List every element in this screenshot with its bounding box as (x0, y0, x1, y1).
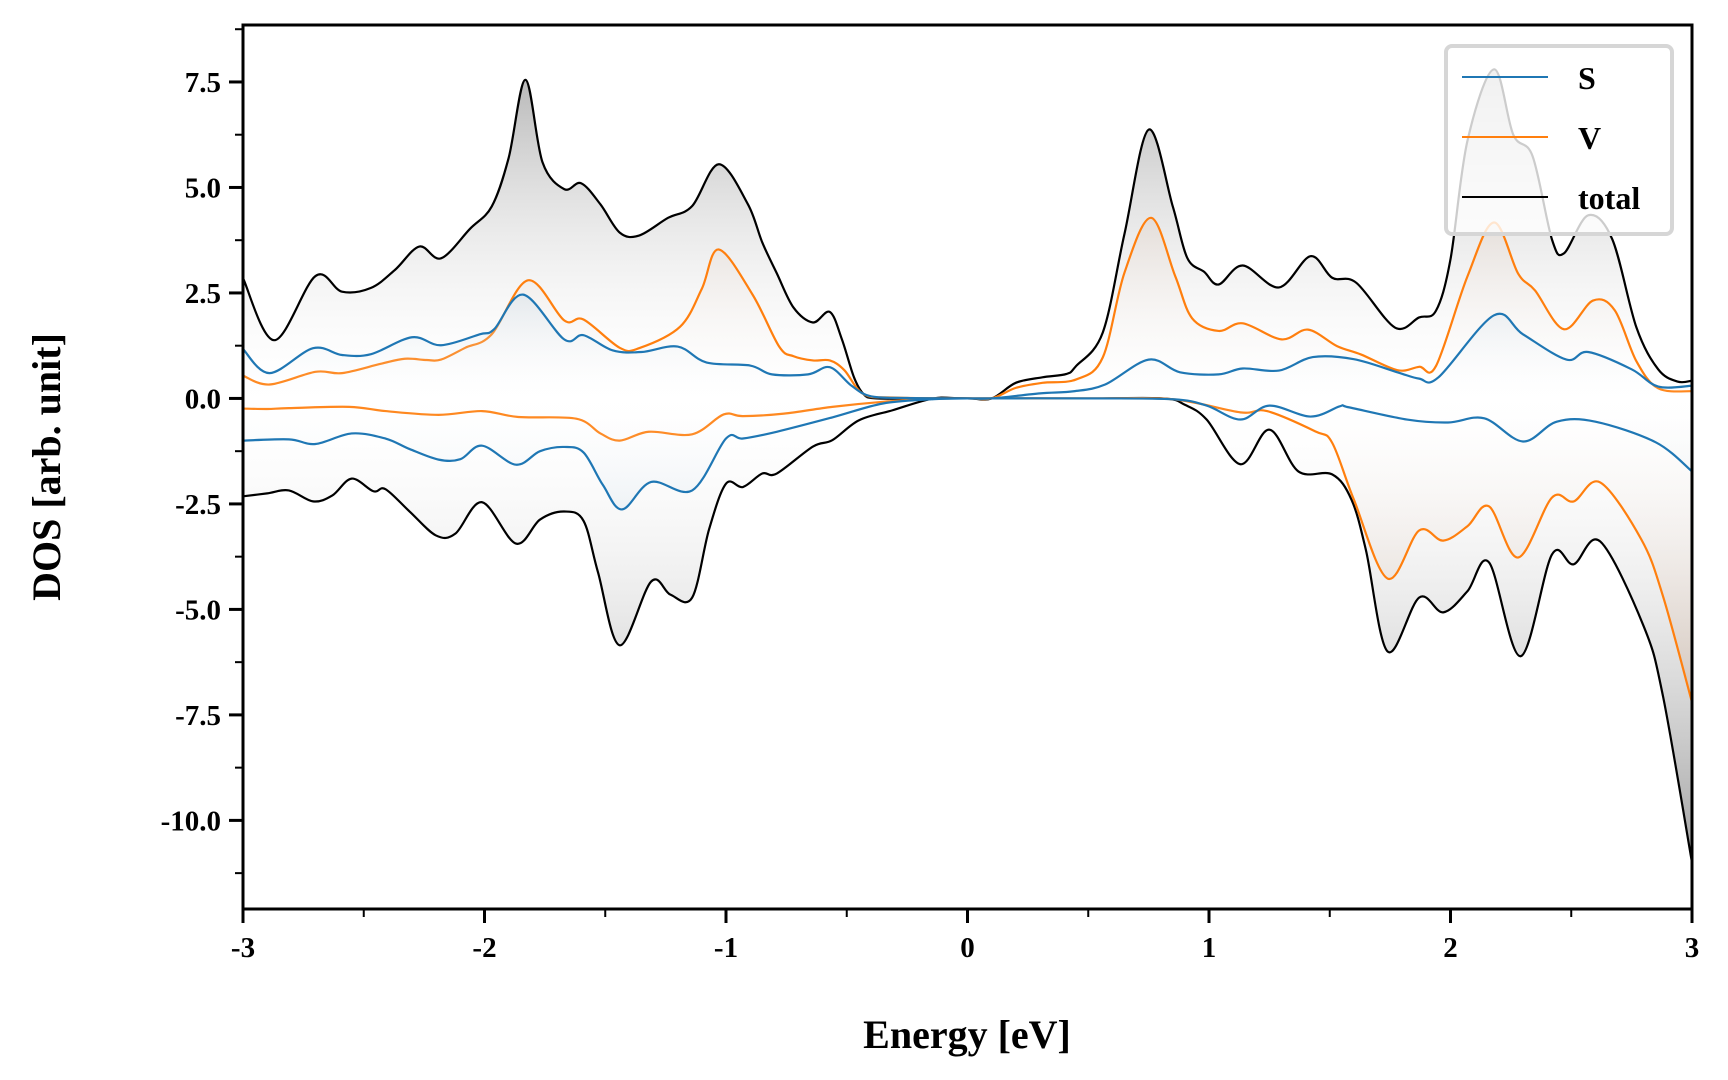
plot-area (243, 68, 1692, 863)
x-tick-label: -3 (231, 932, 255, 964)
legend-label-v: V (1578, 120, 1601, 156)
y-tick-label: 2.5 (185, 278, 221, 310)
x-tick-label: 0 (960, 932, 975, 964)
y-tick-label: -7.5 (175, 700, 221, 732)
s-spin-down-line (243, 397, 1692, 511)
y-tick-label: 5.0 (185, 172, 221, 204)
axes: -3 -2 -1 0 1 2 3 7.5 5.0 2.5 0.0 -2.5 -5.0 -7.5 -10.0 (161, 23, 1700, 964)
x-tick-label: 1 (1202, 932, 1217, 964)
y-tick-label: -2.5 (175, 489, 221, 521)
y-axis-label: DOS [arb. unit] (24, 333, 69, 601)
s-spin-down-fill (243, 398, 1692, 510)
legend-label-s: S (1578, 60, 1596, 96)
legend-frame (1444, 44, 1674, 236)
y-tick-label: 7.5 (185, 67, 221, 99)
legend-label-total: total (1578, 180, 1640, 216)
total-spin-down-line (243, 396, 1692, 863)
total-spin-up-fill (243, 69, 1692, 400)
x-tick-label: -2 (472, 932, 496, 964)
x-axis-label: Energy [eV] (863, 1012, 1071, 1057)
y-tick-label: -5.0 (175, 594, 221, 626)
x-tick-label: 3 (1685, 932, 1700, 964)
total-spin-down-fill (243, 397, 1692, 863)
y-tick-label: -10.0 (161, 805, 221, 837)
x-tick-label: -1 (714, 932, 738, 964)
legend: S V total (1444, 44, 1674, 236)
s-spin-up-line (243, 293, 1692, 400)
y-tick-label: 0.0 (185, 383, 221, 415)
x-tick-label: 2 (1443, 932, 1458, 964)
s-spin-up-fill (243, 294, 1692, 399)
